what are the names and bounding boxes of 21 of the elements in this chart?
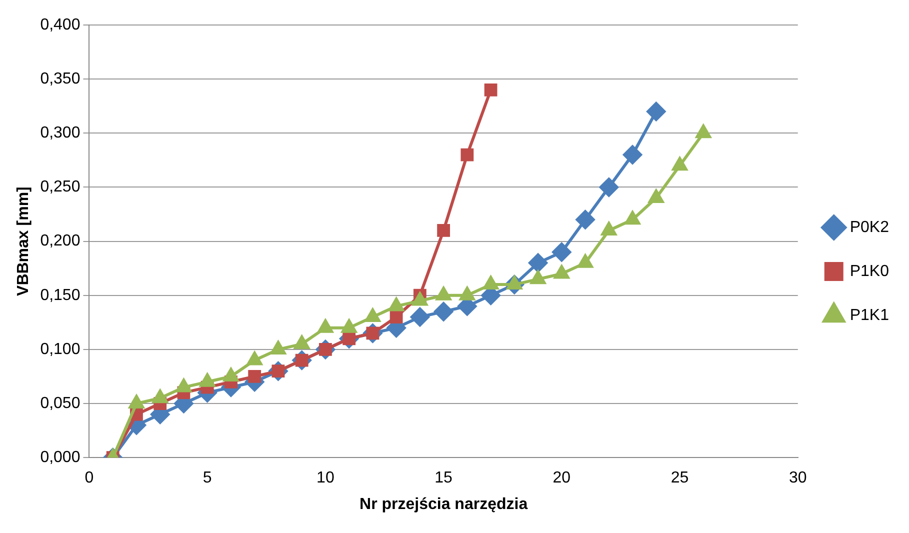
x-tick-label: 0 [84,470,94,487]
y-tick-label: 0,150 [40,286,80,304]
x-tick-label: 25 [670,470,689,487]
x-axis-title: Nr przejścia narzędzia [360,496,528,513]
legend-label: P1K1 [850,306,890,324]
legend-label: P0K2 [850,218,890,236]
x-tick-label: 5 [202,470,212,487]
y-axis-title: VBBmax [mm] [15,186,32,296]
y-tick-label: 0,400 [40,16,80,34]
legend-label: P1K0 [850,262,890,280]
y-tick-label: 0,100 [40,340,80,358]
y-tick-label: 0,300 [40,124,80,142]
x-tick-label: 15 [434,470,453,487]
y-tick-label: 0,050 [40,394,80,412]
y-tick-label: 0,350 [40,70,80,88]
x-tick-label: 30 [788,470,807,487]
x-tick-label: 10 [316,470,334,487]
x-tick-label: 20 [552,470,571,487]
y-tick-label: 0,000 [40,449,80,466]
y-tick-label: 0,250 [40,178,80,196]
y-tick-label: 0,200 [40,232,80,250]
